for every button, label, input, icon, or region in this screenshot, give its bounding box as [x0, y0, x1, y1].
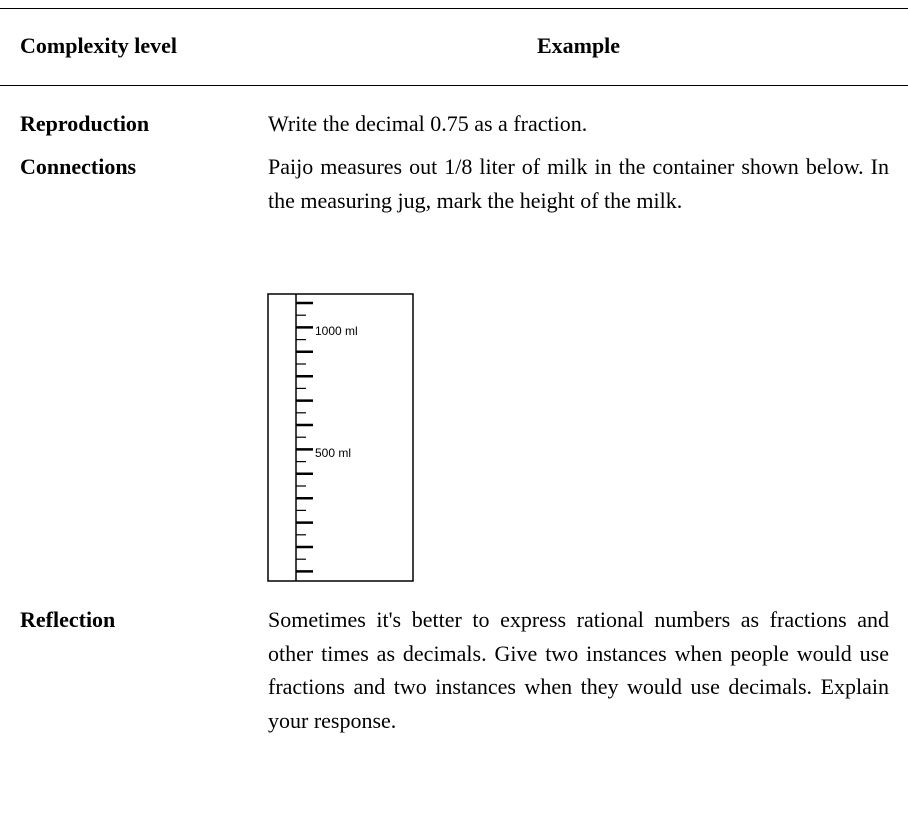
level: Reproduction — [20, 111, 150, 136]
example: Write the decimal 0.75 as a fraction. — [268, 111, 588, 136]
measuring-jug: 1000 ml 500 ml — [267, 293, 414, 582]
example: Paijo measures out 1/8 liter of milk in … — [268, 154, 889, 213]
jug-label: 500 ml — [315, 446, 351, 460]
example: Sometimes it's better to express rationa… — [268, 607, 889, 733]
header-example: Example — [536, 33, 621, 58]
level: Connections — [20, 154, 137, 179]
jug-outline — [267, 293, 414, 582]
jug-label: 1000 ml — [315, 324, 358, 338]
header-rule — [0, 85, 908, 86]
level: Reflection — [20, 607, 116, 632]
header-level: Complexity level — [20, 33, 178, 58]
top-rule — [0, 8, 908, 9]
